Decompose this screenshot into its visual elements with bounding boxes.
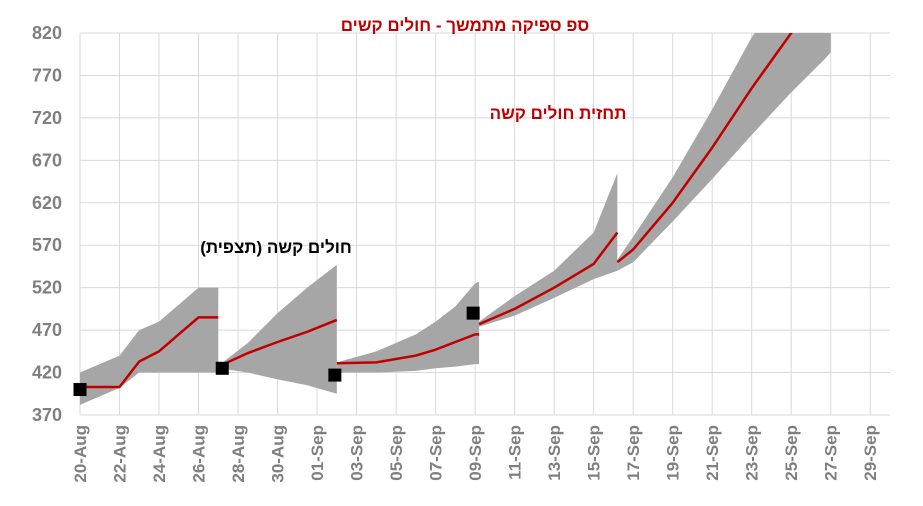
x-tick-label: 19-Sep bbox=[664, 425, 683, 481]
forecast-annotation: תחזית חולים קשה bbox=[490, 104, 627, 123]
forecast-band bbox=[479, 173, 618, 327]
observed-point bbox=[73, 383, 87, 397]
x-tick-label: 25-Sep bbox=[782, 425, 801, 481]
x-tick-label: 21-Sep bbox=[703, 425, 722, 481]
observed-points bbox=[73, 306, 480, 397]
observed-point bbox=[466, 306, 480, 320]
forecast-line bbox=[336, 333, 480, 365]
y-tick-label: 820 bbox=[32, 23, 62, 43]
chart-title: ספ ספיקה מתמשך - חולים קשים bbox=[341, 16, 589, 35]
x-tick-label: 05-Sep bbox=[387, 425, 406, 481]
x-tick-label: 17-Sep bbox=[624, 425, 643, 481]
x-tick-label: 03-Sep bbox=[348, 425, 367, 481]
x-tick-label: 27-Sep bbox=[822, 425, 841, 481]
x-tick-label: 11-Sep bbox=[506, 425, 525, 480]
y-tick-label: 370 bbox=[32, 405, 62, 425]
x-tick-label: 22-Aug bbox=[111, 425, 130, 483]
observed-point bbox=[328, 368, 342, 382]
x-tick-label: 13-Sep bbox=[545, 425, 564, 481]
y-tick-label: 720 bbox=[32, 108, 62, 128]
forecast-line bbox=[217, 318, 338, 368]
forecast-line bbox=[478, 231, 619, 326]
y-tick-label: 620 bbox=[32, 193, 62, 213]
forecast-line bbox=[616, 33, 793, 264]
observed-point bbox=[215, 361, 229, 375]
x-tick-label: 23-Sep bbox=[743, 425, 762, 481]
x-tick-label: 26-Aug bbox=[190, 425, 209, 483]
observed-annotation: חולים קשה (תצפית) bbox=[200, 238, 351, 257]
x-axis-ticks: 20-Aug 22-Aug 24-Aug 26-Aug 28-Aug 30-Aug 01-S… bbox=[71, 425, 880, 483]
x-tick-label: 29-Sep bbox=[861, 425, 880, 481]
y-tick-label: 770 bbox=[32, 65, 62, 85]
x-tick-label: 01-Sep bbox=[308, 425, 327, 481]
x-tick-label: 28-Aug bbox=[229, 425, 248, 483]
x-tick-label: 07-Sep bbox=[427, 425, 446, 481]
forecast-lines bbox=[80, 33, 793, 389]
forecast-band bbox=[80, 287, 219, 405]
y-tick-label: 570 bbox=[32, 235, 62, 255]
y-tick-label: 420 bbox=[32, 363, 62, 383]
y-tick-label: 470 bbox=[32, 320, 62, 340]
x-tick-label: 09-Sep bbox=[466, 425, 485, 481]
x-tick-label: 30-Aug bbox=[269, 425, 288, 483]
x-tick-label: 15-Sep bbox=[585, 425, 604, 481]
forecast-line bbox=[80, 316, 219, 389]
y-tick-label: 670 bbox=[32, 150, 62, 170]
forecast-band bbox=[617, 33, 831, 271]
forecast-band bbox=[218, 264, 337, 394]
x-tick-label: 24-Aug bbox=[150, 425, 169, 483]
y-tick-label: 520 bbox=[32, 278, 62, 298]
forecast-band bbox=[336, 281, 480, 373]
confidence-bands bbox=[80, 33, 831, 405]
x-tick-label: 20-Aug bbox=[71, 425, 90, 483]
y-axis-ticks: 370 420 470 520 570 620 670 720 770 820 bbox=[32, 23, 62, 425]
